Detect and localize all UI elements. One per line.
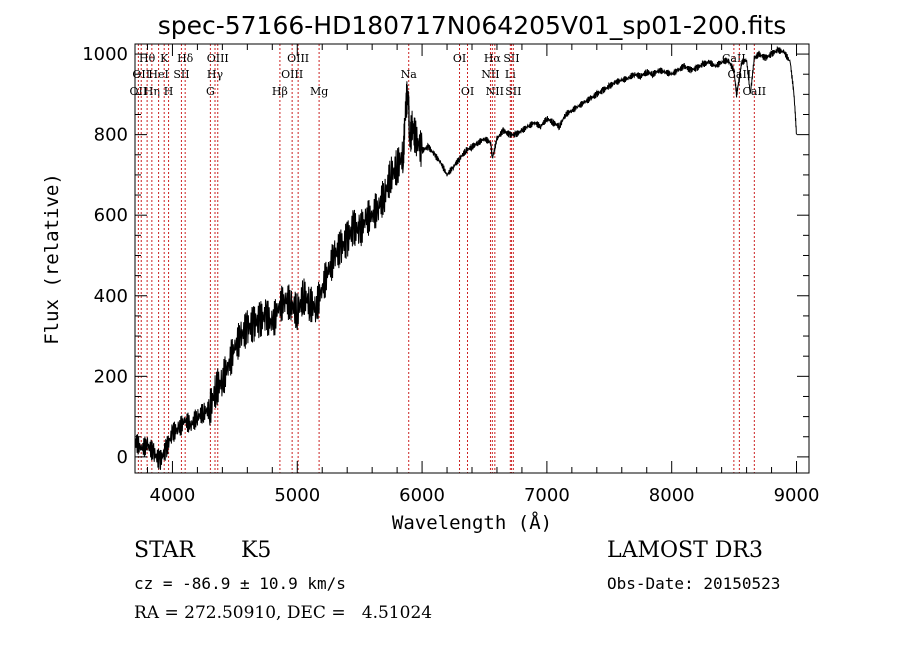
coords-text: RA = 272.50910, DEC = 4.51024 — [134, 603, 433, 623]
line-marker-label-0: OII — [130, 85, 148, 98]
subclass-label: K5 — [241, 538, 272, 563]
line-marker-label-21: NII — [486, 85, 504, 98]
x-axis-label: Wavelength (Å) — [392, 511, 552, 534]
x-tick-label-5: 9000 — [774, 485, 820, 506]
line-marker-label-5: K — [160, 52, 169, 65]
line-marker-label-24: SII — [505, 85, 521, 98]
line-marker-label-7: SII — [173, 68, 189, 81]
line-marker-layer: OIIOIIHθHηHeIKHSIIHδGHγOIIIHβOIIIOIIIMgN… — [130, 44, 766, 473]
y-tick-label-5: 1000 — [82, 44, 128, 65]
line-marker-label-17: OI — [453, 52, 466, 65]
line-marker-label-9: G — [206, 85, 215, 98]
survey-label: LAMOST DR3 — [607, 538, 763, 563]
y-tick-label-0: 0 — [117, 447, 128, 468]
line-marker-label-20: Hα — [484, 52, 502, 65]
line-marker-label-12: Hβ — [272, 85, 288, 98]
line-marker-label-23: SII — [503, 52, 519, 65]
line-marker-label-15: Mg — [310, 85, 328, 98]
tick-layer: 4000 5000 6000 7000 8000 9000 0 200 400 600 800 100… — [82, 44, 819, 506]
x-tick-label-3: 7000 — [524, 485, 570, 506]
line-marker-label-16: Na — [401, 68, 418, 81]
line-marker-label-1: OII — [132, 68, 150, 81]
plot-frame — [134, 43, 810, 474]
obs-date-text: Obs-Date: 20150523 — [607, 574, 781, 593]
x-tick-label-0: 4000 — [150, 485, 196, 506]
cz-text: cz = -86.9 ± 10.9 km/s — [134, 574, 346, 593]
line-marker-label-13: OIII — [281, 68, 303, 81]
line-marker-label-8: Hδ — [177, 52, 194, 65]
line-marker-label-11: OIII — [207, 52, 229, 65]
class-label: STAR — [134, 538, 195, 563]
line-marker-label-14: OIII — [287, 52, 309, 65]
line-marker-label-3: Hη — [144, 85, 160, 98]
y-tick-label-2: 400 — [94, 286, 128, 307]
line-marker-label-18: OI — [461, 85, 474, 98]
line-marker-label-27: CaII — [742, 85, 766, 98]
series-line-0 — [134, 45, 797, 470]
line-marker-label-4: HeI — [148, 68, 168, 81]
line-marker-label-6: H — [164, 85, 174, 98]
y-tick-label-1: 200 — [94, 366, 128, 387]
x-tick-label-2: 6000 — [399, 485, 445, 506]
series-layer — [134, 45, 797, 470]
chart-title: spec-57166-HD180717N064205V01_sp01-200.f… — [158, 11, 787, 40]
x-tick-label-1: 5000 — [274, 485, 320, 506]
y-tick-label-3: 600 — [94, 205, 128, 226]
line-marker-label-19: NII — [481, 68, 499, 81]
x-tick-label-4: 8000 — [649, 485, 695, 506]
line-marker-label-22: Li — [505, 68, 516, 81]
y-axis-label: Flux (relative) — [41, 173, 63, 345]
line-marker-label-10: Hγ — [207, 68, 224, 81]
y-tick-label-4: 800 — [94, 125, 128, 146]
